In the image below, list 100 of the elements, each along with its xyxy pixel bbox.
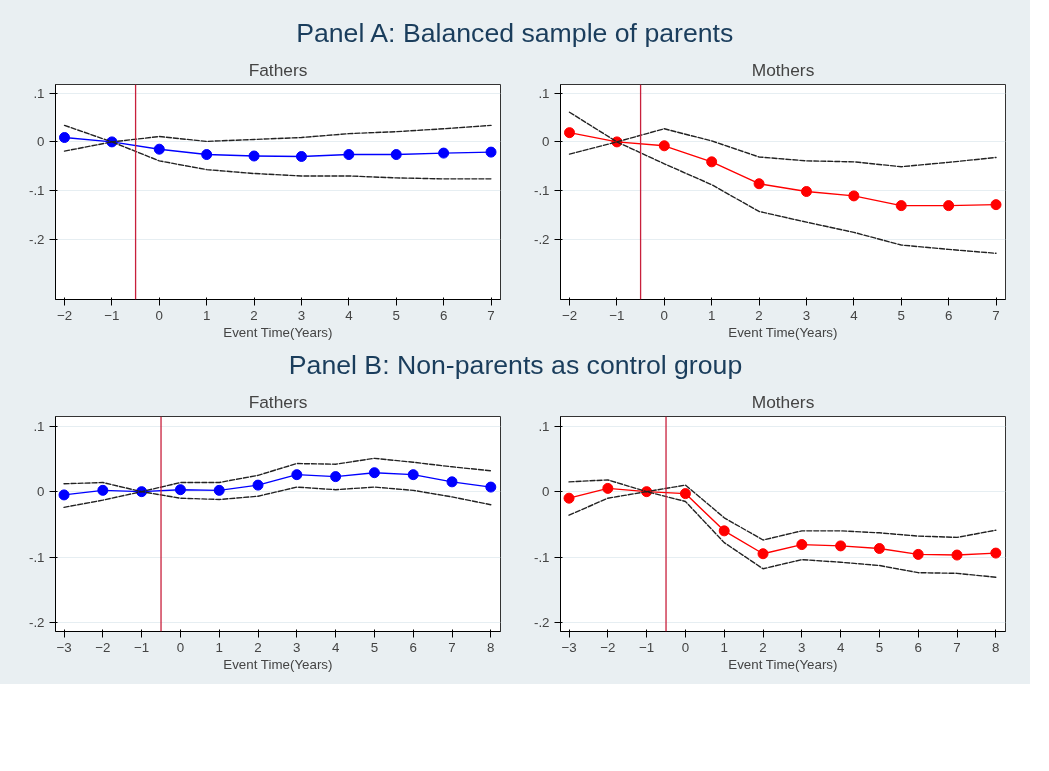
x-tick-label: 7: [448, 639, 456, 655]
point: [848, 190, 860, 202]
point: [873, 543, 885, 554]
point: [153, 143, 165, 155]
x-tick-label: 0: [155, 307, 163, 323]
x-tick-label: 8: [487, 639, 495, 655]
x-tick-label: 2: [759, 639, 767, 655]
x-tick-label: 1: [202, 307, 211, 323]
y-tick-label: -.2: [533, 614, 550, 630]
point: [330, 471, 342, 483]
point: [990, 199, 1002, 211]
x-axis-title: Event Time(Years): [728, 656, 838, 672]
point: [800, 186, 812, 197]
y-tick-label: -.2: [28, 614, 45, 630]
x-tick-label: 0: [660, 307, 668, 323]
point: [59, 132, 70, 144]
x-tick-label: 0: [681, 639, 690, 655]
point: [446, 476, 458, 488]
chart-title: Fathers: [248, 59, 308, 80]
y-tick-label: 0: [542, 484, 550, 500]
point: [718, 525, 730, 537]
point: [58, 489, 70, 501]
x-tick-label: 5: [392, 307, 400, 323]
x-tick-label: −1: [134, 639, 150, 655]
text: Panel A: Balanced sample of parents: [296, 17, 734, 48]
point: [97, 484, 109, 496]
x-tick-label: −1: [104, 307, 120, 323]
point: [943, 200, 955, 212]
point: [174, 484, 186, 496]
x-tick-label: 2: [250, 307, 258, 323]
y-tick-label: 0: [37, 134, 45, 150]
y-tick-label: -.1: [28, 183, 45, 199]
chart-title: Mothers: [751, 391, 815, 412]
x-tick-label: 4: [331, 639, 340, 655]
x-tick-label: −1: [639, 639, 655, 655]
y-tick-label: .1: [33, 418, 45, 434]
x-tick-label: 3: [293, 639, 301, 655]
y-tick-label: -.1: [533, 549, 550, 565]
y-tick-label: .1: [538, 418, 550, 434]
point: [248, 150, 260, 162]
x-tick-label: 7: [487, 307, 495, 323]
point: [563, 492, 575, 504]
x-tick-label: 3: [798, 639, 806, 655]
y-tick-label: .1: [538, 85, 550, 101]
point: [753, 178, 765, 190]
x-tick-label: −1: [609, 307, 625, 323]
x-axis-title: Event Time(Years): [223, 324, 333, 340]
x-tick-label: 4: [345, 307, 354, 323]
chart-title: Fathers: [248, 391, 308, 412]
x-tick-label: 6: [914, 639, 922, 655]
y-tick-label: 0: [37, 484, 45, 500]
y-tick-label: 0: [542, 134, 550, 150]
x-axis-title: Event Time(Years): [728, 324, 838, 340]
y-tick-label: -.1: [533, 183, 550, 199]
point: [757, 548, 769, 560]
point: [213, 484, 225, 496]
point: [252, 479, 264, 491]
x-tick-label: 6: [439, 307, 448, 323]
text: Panel B: Non-parents as control group: [288, 349, 743, 380]
point: [835, 540, 847, 552]
point: [201, 149, 213, 161]
x-tick-label: 1: [215, 639, 223, 655]
point: [951, 549, 963, 561]
x-tick-label: 4: [850, 307, 859, 323]
x-tick-label: −3: [561, 639, 577, 655]
x-tick-label: 0: [176, 639, 185, 655]
x-tick-label: 6: [409, 639, 417, 655]
point: [706, 156, 718, 168]
x-tick-label: 2: [254, 639, 262, 655]
y-tick-label: -.2: [533, 231, 550, 247]
point: [658, 140, 670, 152]
x-tick-label: 1: [707, 307, 716, 323]
x-tick-label: 8: [992, 639, 1000, 655]
point: [407, 469, 419, 481]
x-axis-title: Event Time(Years): [223, 656, 333, 672]
point: [564, 127, 575, 139]
x-tick-label: −2: [600, 639, 616, 655]
x-tick-label: 1: [720, 639, 728, 655]
x-tick-label: 5: [897, 307, 905, 323]
x-tick-label: −2: [95, 639, 111, 655]
point: [438, 147, 450, 159]
x-tick-label: 4: [836, 639, 845, 655]
point: [368, 467, 380, 479]
point: [912, 548, 924, 560]
x-tick-label: −2: [561, 307, 578, 323]
x-tick-label: 6: [944, 307, 953, 323]
y-tick-label: -.1: [28, 549, 45, 565]
point: [291, 469, 303, 481]
y-tick-label: .1: [33, 85, 45, 101]
point: [485, 481, 497, 493]
x-tick-label: 5: [370, 639, 379, 655]
chart-title: Mothers: [751, 59, 815, 80]
x-tick-label: 7: [953, 639, 961, 655]
x-tick-label: 3: [297, 307, 306, 323]
point: [796, 539, 808, 551]
point: [990, 547, 1002, 559]
x-tick-label: 3: [802, 307, 811, 323]
point: [390, 149, 402, 161]
x-tick-label: −3: [56, 639, 72, 655]
x-tick-label: −2: [56, 307, 73, 323]
